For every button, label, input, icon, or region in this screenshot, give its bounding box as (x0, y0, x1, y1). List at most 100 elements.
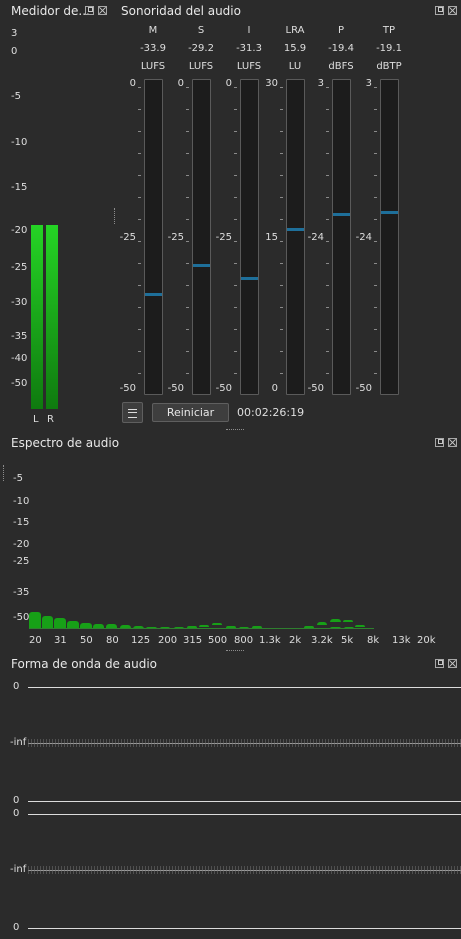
spectrum-x-label: 2k (289, 635, 302, 646)
scale-tick (326, 219, 329, 220)
loudness-meter-track (240, 79, 259, 395)
scale-tick (280, 285, 283, 286)
scale-tick (138, 351, 141, 352)
loudness-level-marker (333, 213, 350, 216)
splitter-handle[interactable] (3, 465, 6, 481)
waveform-scale-mid: -inf (10, 737, 27, 748)
spectrum-bar (106, 624, 117, 628)
spectrum-bar (330, 619, 341, 622)
spectrum-baseline (29, 628, 374, 629)
loudness-level-marker (145, 293, 162, 296)
scale-tick (186, 285, 189, 286)
scale-tick (326, 109, 329, 110)
resize-handle[interactable] (226, 650, 244, 653)
waveform-scale-top: 0 (13, 808, 20, 819)
scale-tick (326, 241, 329, 242)
scale-tick (326, 351, 329, 352)
scale-tick (280, 175, 283, 176)
elapsed-time: 00:02:26:19 (237, 406, 305, 419)
loudness-scale-bottom: -50 (355, 383, 372, 394)
scale-tick (280, 219, 283, 220)
loudness-name: TP (382, 25, 396, 36)
scale-tick (374, 197, 377, 198)
scale-tick (280, 263, 283, 264)
scale-tick (138, 109, 141, 110)
spectrum-bar (93, 624, 104, 629)
float-icon[interactable] (85, 6, 94, 15)
scale-tick (374, 307, 377, 308)
loudness-level-marker (381, 211, 398, 214)
spectrum-x-label: 13k (392, 635, 411, 646)
scale-tick (234, 219, 237, 220)
scale-tick (234, 175, 237, 176)
loudness-value: -33.9 (140, 43, 166, 54)
meter-scale-label: -15 (11, 182, 28, 193)
scale-tick (186, 263, 189, 264)
scale-tick (374, 153, 377, 154)
loudness-scale-mid: -25 (119, 232, 136, 243)
scale-tick (280, 241, 283, 242)
scale-tick (280, 307, 283, 308)
waveform-line-bottom (28, 928, 461, 929)
close-icon[interactable] (448, 6, 457, 15)
scale-tick (234, 263, 237, 264)
spectrum-y-label: -15 (13, 517, 30, 528)
float-icon[interactable] (435, 6, 444, 15)
loudness-scale-mid: -25 (167, 232, 184, 243)
loudness-scale-top: 0 (225, 78, 232, 89)
splitter-handle[interactable] (114, 208, 117, 224)
scale-tick (186, 131, 189, 132)
loudness-scale-bottom: 0 (271, 383, 278, 394)
spectrum-x-label: 3.2k (311, 635, 333, 646)
loudness-value: -29.2 (188, 43, 214, 54)
meter-level-right (46, 225, 58, 409)
waveform-line-bottom (28, 801, 461, 802)
scale-tick (234, 87, 237, 88)
scale-tick (374, 263, 377, 264)
meter-title: Medidor de... (11, 4, 90, 18)
waveform-scale-mid: -inf (10, 864, 27, 875)
scale-tick (138, 373, 141, 374)
resize-handle[interactable] (226, 429, 244, 432)
spectrum-x-label: 31 (54, 635, 67, 646)
close-icon[interactable] (448, 438, 457, 447)
float-icon[interactable] (435, 659, 444, 668)
scale-tick (138, 329, 141, 330)
scale-tick (374, 219, 377, 220)
spectrum-y-label: -10 (13, 496, 30, 507)
close-icon[interactable] (98, 6, 107, 15)
scale-tick (326, 131, 329, 132)
scale-tick (280, 131, 283, 132)
scale-tick (326, 263, 329, 264)
waveform-scale-bottom: 0 (13, 922, 20, 933)
close-icon[interactable] (448, 659, 457, 668)
loudness-scale-bottom: -50 (215, 383, 232, 394)
loudness-unit: LUFS (140, 61, 166, 72)
loudness-meter-track (144, 79, 163, 395)
loudness-value: -19.1 (376, 43, 402, 54)
loudness-value: 15.9 (283, 43, 307, 54)
scale-tick (374, 241, 377, 242)
scale-tick (326, 307, 329, 308)
spectrum-bar (120, 625, 131, 629)
loudness-unit: LU (288, 61, 302, 72)
menu-button[interactable] (122, 402, 143, 423)
scale-tick (234, 153, 237, 154)
spectrum-bar (29, 612, 41, 629)
spectrum-y-label: -5 (13, 473, 23, 484)
meter-scale-label: 3 (11, 28, 18, 39)
scale-tick (280, 351, 283, 352)
scale-tick (280, 197, 283, 198)
loudness-meter-track (332, 79, 351, 395)
scale-tick (326, 175, 329, 176)
spectrum-bar (226, 626, 236, 628)
spectrum-x-label: 20 (29, 635, 42, 646)
loudness-meter-track (380, 79, 399, 395)
meter-level-left (31, 225, 43, 409)
scale-tick (138, 285, 141, 286)
spectrum-bar (252, 626, 262, 628)
scale-tick (374, 351, 377, 352)
float-icon[interactable] (435, 438, 444, 447)
reset-button[interactable]: Reiniciar (152, 403, 229, 422)
scale-tick (138, 131, 141, 132)
